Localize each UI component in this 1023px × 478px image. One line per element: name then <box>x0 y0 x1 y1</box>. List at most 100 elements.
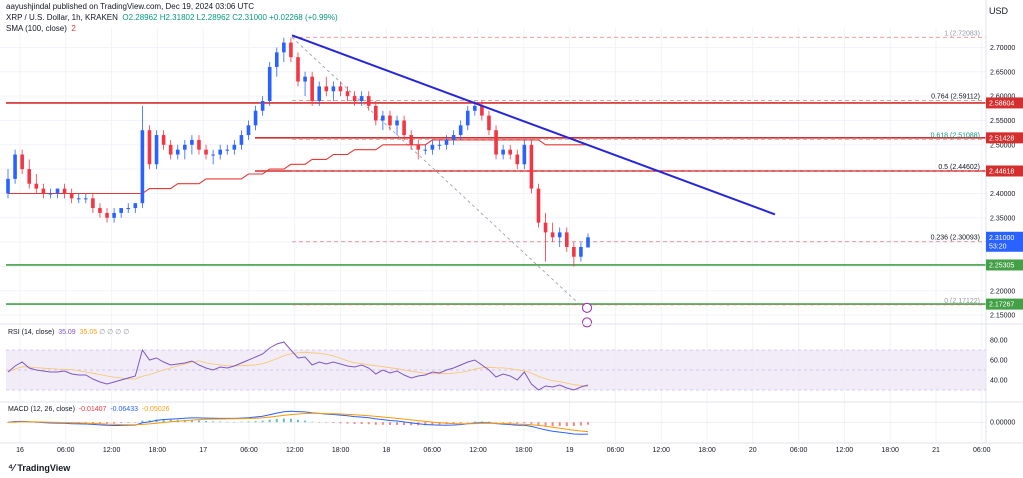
price-tag-label: 2.31000 <box>989 235 1014 242</box>
x-tick-label: 18:00 <box>149 447 167 454</box>
x-tick-label: 18:00 <box>332 447 350 454</box>
macd-hist-bar <box>565 422 568 427</box>
candle-body <box>41 188 46 194</box>
fib-label: 0.5 (2.44602) <box>938 164 980 171</box>
symbol-line: XRP / U.S. Dollar, 1h, KRAKEN O2.28962 H… <box>6 13 338 22</box>
y-tick-label: 2.35000 <box>990 215 1015 222</box>
candle-body <box>232 144 237 150</box>
y-tick-label: 2.40000 <box>990 191 1015 198</box>
candle-body <box>310 76 314 101</box>
y-tick-label: 2.70000 <box>990 45 1015 52</box>
macd-hist-bar <box>226 421 229 423</box>
macd-hist-bar <box>403 422 406 426</box>
candle-body <box>381 115 385 121</box>
rsi-line <box>7 341 589 391</box>
x-tick-label: 06:00 <box>423 447 441 454</box>
candle-body <box>140 130 145 204</box>
price-tag-label: 2.51428 <box>989 135 1014 142</box>
macd-hist-bar <box>572 422 575 427</box>
candle-body <box>331 86 336 92</box>
macd-hist-bar <box>318 422 321 423</box>
candle-body <box>303 76 307 82</box>
candle-body <box>374 105 378 121</box>
candle-body <box>20 154 24 170</box>
candle-body <box>352 96 357 101</box>
candle-body <box>267 66 272 101</box>
candle-body <box>6 178 10 194</box>
candle-body <box>260 101 265 111</box>
macd-hist-bar <box>353 422 356 424</box>
candle-body <box>529 144 534 189</box>
x-tick-label: 17 <box>199 447 207 454</box>
x-tick-label: 12:00 <box>286 447 304 454</box>
tradingview-logo: ⁴⁄ TradingView <box>8 463 70 474</box>
macd-hist-bar <box>495 422 498 423</box>
macd-hist-bar <box>289 418 292 423</box>
candle-body <box>395 120 399 126</box>
macd-hist-bar <box>339 422 342 424</box>
candle-body <box>451 135 456 140</box>
candle-body <box>34 183 39 189</box>
candle-body <box>183 144 187 150</box>
bearish-trendline <box>291 34 776 216</box>
macd-hist-bar <box>134 422 137 423</box>
x-tick-label: 20 <box>749 447 757 454</box>
candle-body <box>536 188 541 223</box>
rsi-smooth-line <box>7 351 589 388</box>
candle-body <box>246 125 251 136</box>
candle-body <box>91 198 95 209</box>
rsi-tick-label: 60.00 <box>990 358 1008 365</box>
candle-body <box>508 149 512 155</box>
macd-hist-bar <box>551 422 554 427</box>
macd-hist-bar <box>197 420 200 423</box>
macd-hist-value: -0.01407 <box>78 406 107 413</box>
candle-body <box>55 188 60 194</box>
macd-hist-bar <box>233 421 236 423</box>
candle-body <box>324 86 329 92</box>
x-tick-label: 06:00 <box>607 447 625 454</box>
candle-body <box>133 203 138 209</box>
macd-hist-bar <box>360 422 363 425</box>
macd-hist-bar <box>473 421 476 423</box>
candle-body <box>27 169 32 184</box>
macd-tick-label: 0.00000 <box>990 420 1015 427</box>
candle-body <box>84 198 88 200</box>
macd-hist-bar <box>190 420 193 423</box>
x-tick-label: 06:00 <box>973 447 991 454</box>
ohlc-values: O2.28962 H2.31802 L2.28962 C2.31000 +0.0… <box>122 13 338 22</box>
y-tick-label: 2.50000 <box>990 142 1015 149</box>
candle-body <box>359 96 364 101</box>
macd-hist-bar <box>480 421 483 423</box>
candle-body <box>416 144 421 150</box>
price-tag <box>986 231 1023 252</box>
candle-body <box>586 237 590 248</box>
price-tag <box>986 298 1023 310</box>
macd-hist-bar <box>120 422 123 424</box>
price-tag <box>986 259 1023 271</box>
candle-body <box>289 42 293 58</box>
macd-hist-bar <box>502 422 505 423</box>
candle-body <box>557 232 562 238</box>
rsi-pane <box>6 341 986 391</box>
macd-hist-bar <box>587 422 589 425</box>
candle-body <box>175 149 180 155</box>
macd-pane <box>6 410 986 435</box>
macd-hist-bar <box>530 422 533 424</box>
macd-title: MACD (12, 26, close) <box>8 406 75 413</box>
macd-hist-bar <box>487 421 490 423</box>
macd-hist-bar <box>558 422 561 427</box>
price-tag <box>986 165 1023 177</box>
x-tick-label: 06:00 <box>240 447 258 454</box>
macd-hist-bar <box>127 422 130 423</box>
price-tag-label: 2.25305 <box>989 262 1014 269</box>
candle-body <box>522 144 527 165</box>
published-line: aayushjindal published on TradingView.co… <box>6 2 255 11</box>
rsi-title: RSI (14, close) <box>8 329 55 336</box>
candle-body <box>218 149 222 155</box>
x-tick-label: 16 <box>16 447 24 454</box>
marker-bolt-icon <box>582 317 592 328</box>
candle-body <box>543 222 548 233</box>
candle-body <box>105 212 109 218</box>
candle-body <box>211 154 215 156</box>
macd-hist-bar <box>275 418 278 423</box>
